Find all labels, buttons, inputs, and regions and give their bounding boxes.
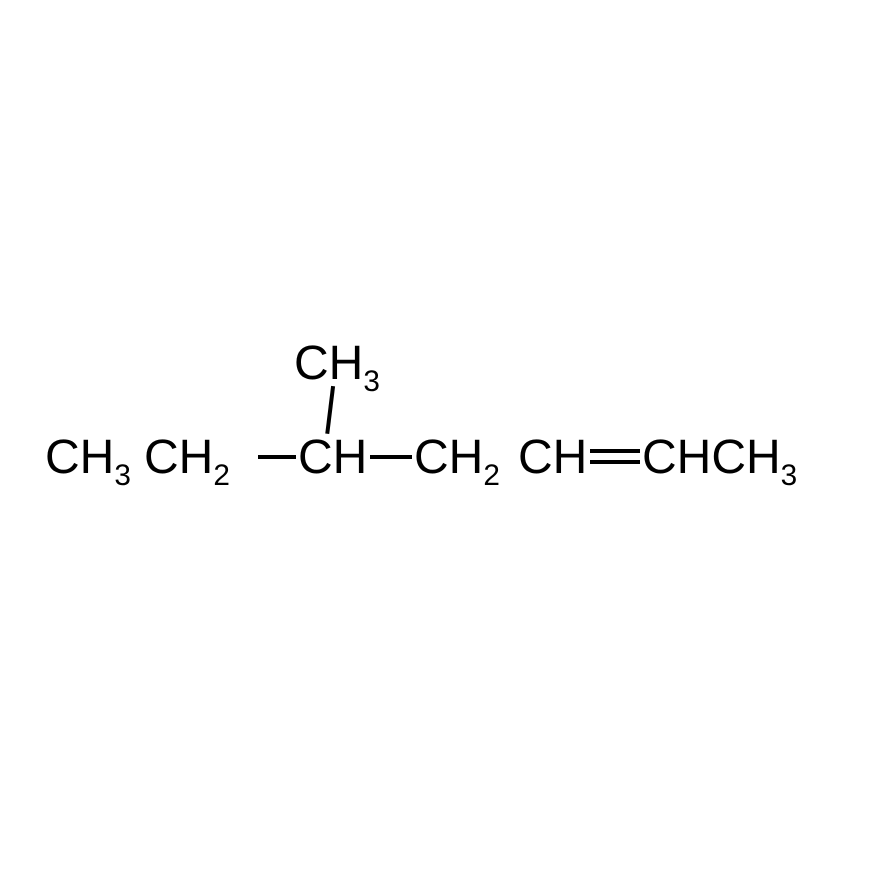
chemical-structure-canvas: CH3 CH3 CH2 CH CH2 CH CHCH3 bbox=[0, 0, 890, 890]
atom-label: CH bbox=[298, 431, 367, 484]
atom-label: CH bbox=[414, 431, 483, 484]
atom-label: CH bbox=[518, 431, 587, 484]
atom-subscript: 3 bbox=[363, 365, 380, 398]
atom-ch-right: CH bbox=[518, 434, 587, 482]
bond-double-top bbox=[590, 449, 640, 453]
atom-ch-center: CH bbox=[298, 434, 367, 482]
atom-subscript: 2 bbox=[483, 459, 500, 492]
atom-ch2-right: CH2 bbox=[414, 434, 500, 489]
atom-label: CH bbox=[45, 431, 114, 484]
atom-chch3-right: CHCH3 bbox=[642, 434, 797, 489]
atom-label: CHCH bbox=[642, 431, 781, 484]
atom-ch2-left: CH2 bbox=[144, 434, 230, 489]
bond-single-1 bbox=[258, 455, 296, 459]
atom-label: CH bbox=[294, 337, 363, 390]
atom-subscript: 3 bbox=[114, 459, 131, 492]
atom-ch3-left: CH3 bbox=[45, 434, 131, 489]
bond-double-bottom bbox=[590, 460, 640, 464]
bond-single-2 bbox=[370, 455, 412, 459]
atom-subscript: 3 bbox=[781, 459, 798, 492]
atom-subscript: 2 bbox=[213, 459, 230, 492]
atom-methyl-branch: CH3 bbox=[294, 340, 380, 395]
atom-label: CH bbox=[144, 431, 213, 484]
